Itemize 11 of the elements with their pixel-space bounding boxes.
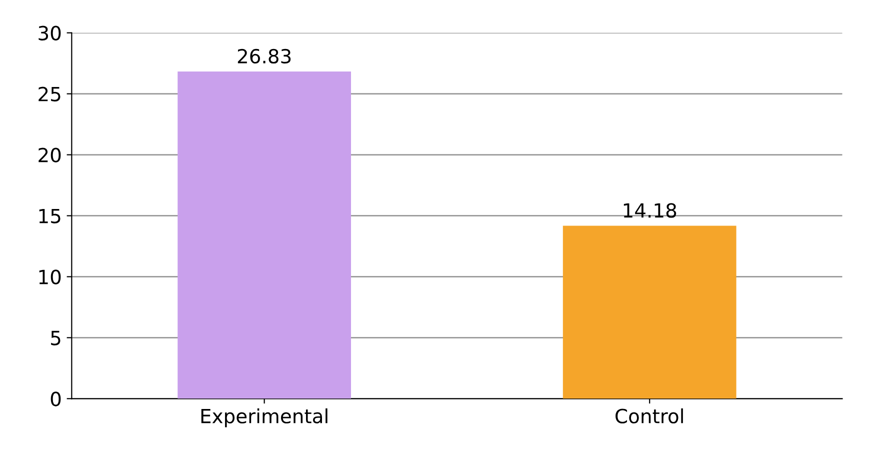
y-tick-label: 15 bbox=[39, 208, 60, 224]
x-tick-label: Control bbox=[616, 408, 683, 424]
y-tick-label: 25 bbox=[38, 86, 60, 102]
y-tick-label: 30 bbox=[38, 26, 61, 40]
y-tick-label: 10 bbox=[39, 270, 61, 284]
data-label: 26.83 bbox=[238, 48, 291, 64]
x-tick-label: Experimental bbox=[201, 408, 328, 428]
y-tick-label: 5 bbox=[51, 330, 60, 346]
y-tick-label: 0 bbox=[50, 392, 61, 406]
y-tick-label: 20 bbox=[38, 148, 61, 162]
data-label: 14.18 bbox=[624, 203, 676, 218]
